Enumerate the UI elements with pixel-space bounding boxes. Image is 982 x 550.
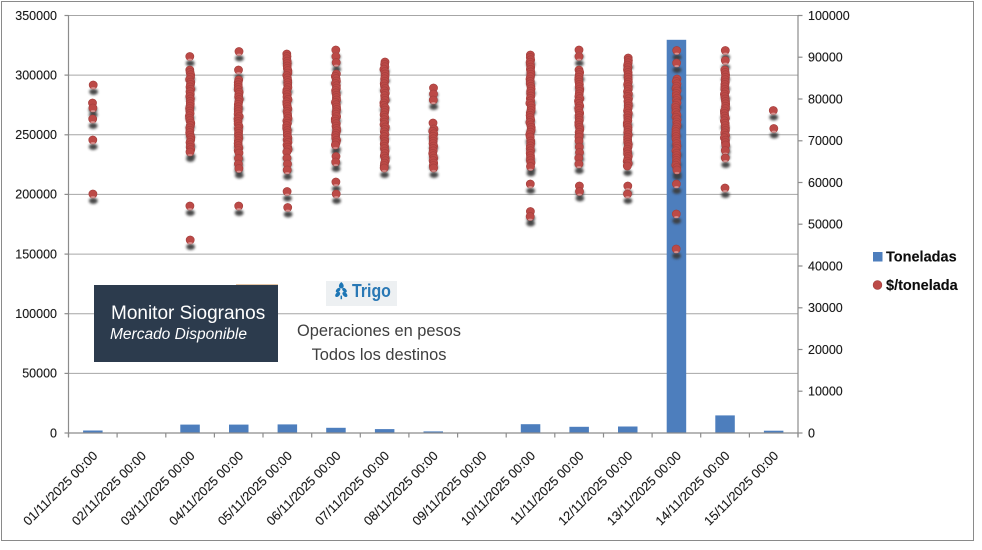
svg-text:50000: 50000	[808, 218, 843, 232]
svg-text:10000: 10000	[808, 385, 843, 399]
svg-text:0: 0	[808, 426, 815, 440]
svg-text:60000: 60000	[808, 176, 843, 190]
svg-text:100000: 100000	[15, 307, 57, 321]
svg-text:20000: 20000	[808, 343, 843, 357]
svg-text:150000: 150000	[15, 247, 57, 261]
svg-text:100000: 100000	[808, 9, 850, 23]
svg-text:50000: 50000	[22, 367, 57, 381]
svg-text:350000: 350000	[15, 9, 57, 23]
svg-text:250000: 250000	[15, 128, 57, 142]
svg-text:Toneladas: Toneladas	[886, 250, 957, 266]
svg-text:30000: 30000	[808, 301, 843, 315]
svg-text:200000: 200000	[15, 188, 57, 202]
svg-text:70000: 70000	[808, 134, 843, 148]
svg-text:300000: 300000	[15, 68, 57, 82]
svg-text:$/tonelada: $/tonelada	[886, 278, 959, 294]
svg-text:90000: 90000	[808, 51, 843, 65]
svg-text:0: 0	[50, 426, 57, 440]
svg-text:80000: 80000	[808, 92, 843, 106]
svg-text:40000: 40000	[808, 259, 843, 273]
